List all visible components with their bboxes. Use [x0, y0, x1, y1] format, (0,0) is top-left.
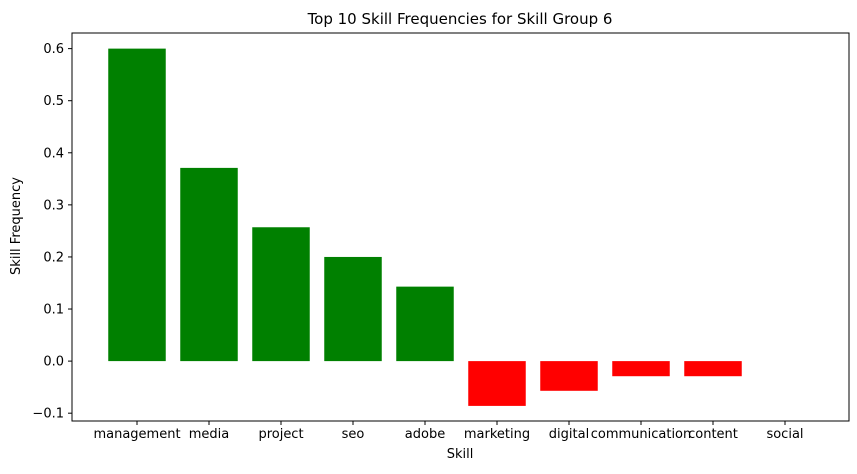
y-tick-label: 0.1: [43, 303, 64, 318]
x-tick-label: social: [766, 427, 803, 442]
x-tick-label: adobe: [405, 427, 445, 442]
bar-adobe: [396, 286, 454, 362]
x-tick-label: digital: [549, 427, 589, 442]
bar-digital: [540, 361, 598, 391]
x-axis-label: Skill: [447, 447, 474, 462]
y-tick-label: 0.6: [43, 42, 64, 57]
y-tick-label: 0.5: [43, 94, 64, 109]
axes-layer: management media project seo adobe marketing d…: [32, 42, 803, 442]
bar-content: [684, 361, 742, 377]
bars-layer: [108, 48, 742, 406]
x-tick-label: communication: [591, 427, 692, 442]
bar-seo: [324, 256, 382, 362]
bar-communication: [612, 361, 670, 377]
bar-project: [252, 227, 310, 362]
y-tick-label: 0.4: [43, 146, 64, 161]
y-tick-label: 0.0: [43, 355, 64, 370]
y-tick-label: −0.1: [32, 407, 64, 422]
x-tick-label: project: [258, 427, 303, 442]
y-axis-label: Skill Frequency: [9, 177, 24, 275]
x-tick-label: management: [93, 427, 180, 442]
chart-title: Top 10 Skill Frequencies for Skill Group…: [307, 10, 613, 28]
x-tick-label: marketing: [464, 427, 530, 442]
bar-marketing: [468, 361, 526, 406]
x-tick-label: content: [688, 427, 738, 442]
x-tick-label: seo: [342, 427, 365, 442]
bar-management: [108, 48, 166, 362]
x-tick-label: media: [189, 427, 230, 442]
y-tick-label: 0.3: [43, 198, 64, 213]
plot-frame: [71, 32, 850, 422]
bar-media: [180, 167, 238, 362]
y-tick-label: 0.2: [43, 250, 64, 265]
